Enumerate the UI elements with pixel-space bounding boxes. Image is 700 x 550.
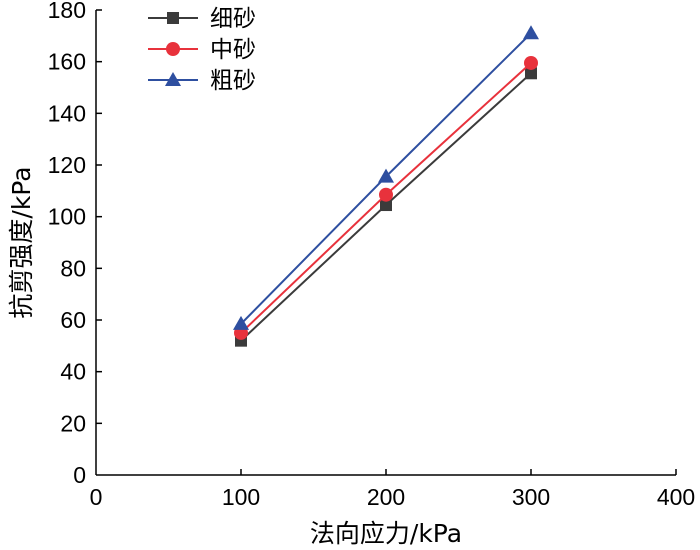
- series-layer: [233, 25, 539, 347]
- x-tick-label: 200: [367, 484, 405, 510]
- data-point: [523, 25, 539, 40]
- y-tick-label: 80: [60, 255, 86, 281]
- data-point: [379, 187, 393, 202]
- y-tick-label: 180: [48, 0, 86, 23]
- legend-item: 细砂: [148, 6, 256, 32]
- y-tick-label: 0: [73, 462, 86, 488]
- y-tick-label: 60: [60, 307, 86, 333]
- y-axis-title: 抗剪强度/kPa: [7, 166, 36, 318]
- x-tick-label: 400: [657, 484, 695, 510]
- series-2: [234, 55, 538, 340]
- y-tick-label: 40: [60, 359, 86, 385]
- y-tick-label: 140: [48, 100, 86, 126]
- data-point: [380, 199, 392, 212]
- legend-marker: [165, 72, 181, 86]
- legend-item: 中砂: [148, 37, 256, 63]
- x-ticks: 0 100 200 300 400: [90, 469, 695, 510]
- x-axis-title: 法向应力/kPa: [310, 519, 462, 548]
- series-3: [233, 25, 539, 330]
- x-tick-label: 100: [222, 484, 260, 510]
- legend-label: 粗砂: [210, 68, 256, 94]
- x-tick-label: 300: [512, 484, 550, 510]
- y-tick-label: 100: [48, 204, 86, 230]
- legend-label: 细砂: [210, 6, 256, 32]
- y-tick-label: 20: [60, 410, 86, 436]
- x-tick-label: 0: [90, 484, 103, 510]
- legend-marker: [167, 12, 179, 24]
- data-point: [525, 67, 537, 80]
- legend-label: 中砂: [210, 37, 256, 63]
- y-tick-label: 160: [48, 49, 86, 75]
- data-point: [524, 55, 538, 70]
- y-tick-label: 120: [48, 152, 86, 178]
- data-point: [378, 168, 394, 183]
- data-point: [233, 315, 249, 330]
- legend-marker: [166, 42, 180, 56]
- series-1: [235, 67, 537, 347]
- legend-item: 粗砂: [148, 68, 256, 94]
- y-ticks: 0 20 40 60 80 100 120 140 160 180: [48, 0, 102, 488]
